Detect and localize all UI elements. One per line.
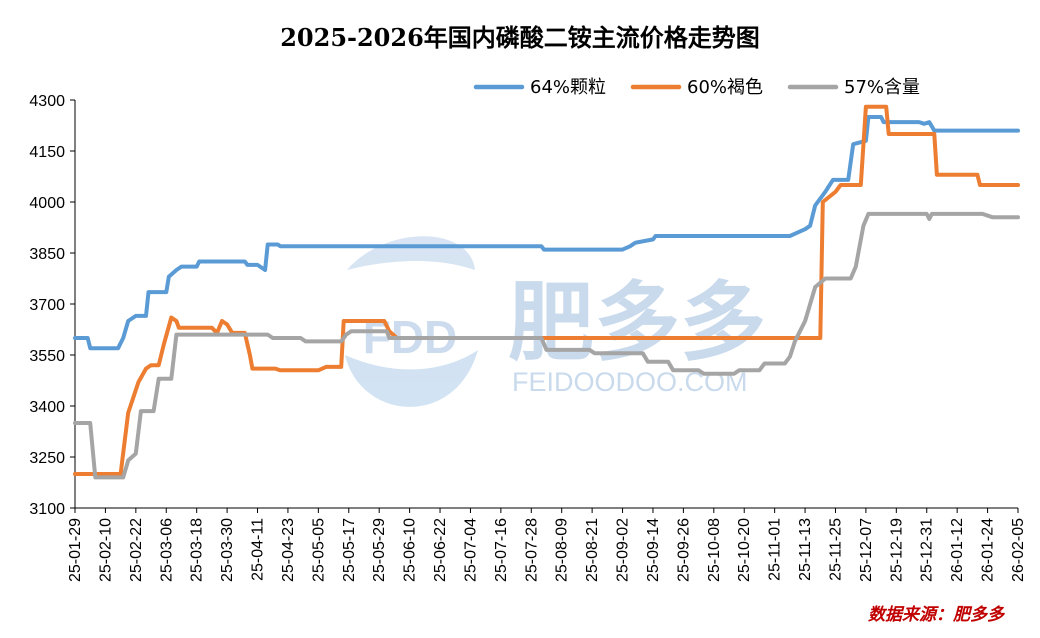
series-layer [73,104,1020,480]
legend-label-1: 64%颗粒 [530,77,606,98]
x-tick-label: 26-01-24 [980,518,997,582]
x-tick-label: 25-06-10 [402,518,419,582]
x-tick-label: 25-06-22 [432,518,449,582]
y-tick-label: 4000 [29,195,65,212]
source-note: 数据来源：肥多多 [868,605,1004,625]
x-tick-label: 25-07-04 [462,518,479,582]
x-tick-label: 25-01-29 [67,518,84,582]
x-tick-label: 25-05-05 [310,518,327,582]
x-axis: 25-01-29 25-02-10 25-02-22 25-03-06 25-03-18… [67,507,1027,582]
x-tick-label: 25-09-02 [615,518,632,582]
x-tick-label: 25-11-01 [767,518,784,581]
series-line-1 [73,115,1020,351]
x-tick-label: 25-08-21 [584,518,601,582]
legend: 64%颗粒 60%褐色 57%含量 [473,77,920,98]
y-tick-label: 3550 [29,348,65,365]
chart-title: 2025-2026年国内磷酸二铵主流价格走势图 [280,23,760,52]
x-tick-label: 25-09-14 [645,518,662,582]
watermark-domain: FEIDOODOO.COM [512,367,748,397]
y-tick-label: 3250 [29,450,65,467]
y-tick-label: 4300 [29,93,65,110]
x-tick-label: 25-09-26 [675,518,692,582]
x-tick-label: 25-03-18 [189,518,206,582]
x-tick-label: 26-02-05 [1010,518,1027,582]
y-tick-label: 3700 [29,297,65,314]
legend-label-2: 60%褐色 [687,77,763,98]
x-tick-label: 25-10-08 [706,518,723,582]
series-line-3 [73,211,1020,480]
x-tick-label: 25-12-07 [858,518,875,582]
x-tick-label: 25-12-19 [888,518,905,582]
x-tick-label: 25-04-11 [250,518,267,581]
x-tick-label: 25-08-09 [554,518,571,582]
x-tick-label: 25-02-10 [97,518,114,582]
x-tick-label: 25-05-17 [341,518,358,582]
x-tick-label: 25-11-13 [797,518,814,581]
legend-label-3: 57%含量 [844,77,920,98]
y-tick-label: 4150 [29,144,65,161]
x-tick-label: 25-10-20 [736,518,753,582]
x-tick-label: 25-12-31 [919,518,936,582]
x-tick-label: 25-03-30 [219,518,236,582]
x-tick-label: 25-02-22 [128,518,145,582]
x-tick-label: 25-03-06 [158,518,175,582]
x-tick-label: 25-11-25 [827,518,844,581]
y-tick-label: 3400 [29,399,65,416]
x-tick-label: 25-07-28 [523,518,540,582]
feidoodoo-watermark: FDD 肥多多 FEIDOODOO.COM [345,236,766,407]
y-axis: 3100 3250 3400 3550 3700 3850 4000 4150 4300 [29,93,76,518]
x-tick-label: 25-04-23 [280,518,297,582]
watermark-brand-cn: 肥多多 [508,273,766,373]
x-tick-label: 25-05-29 [371,518,388,582]
series-line-2 [73,104,1020,476]
y-tick-label: 3100 [29,501,65,518]
y-tick-label: 3850 [29,246,65,263]
x-tick-label: 26-01-12 [949,518,966,582]
x-tick-label: 25-07-16 [493,518,510,582]
